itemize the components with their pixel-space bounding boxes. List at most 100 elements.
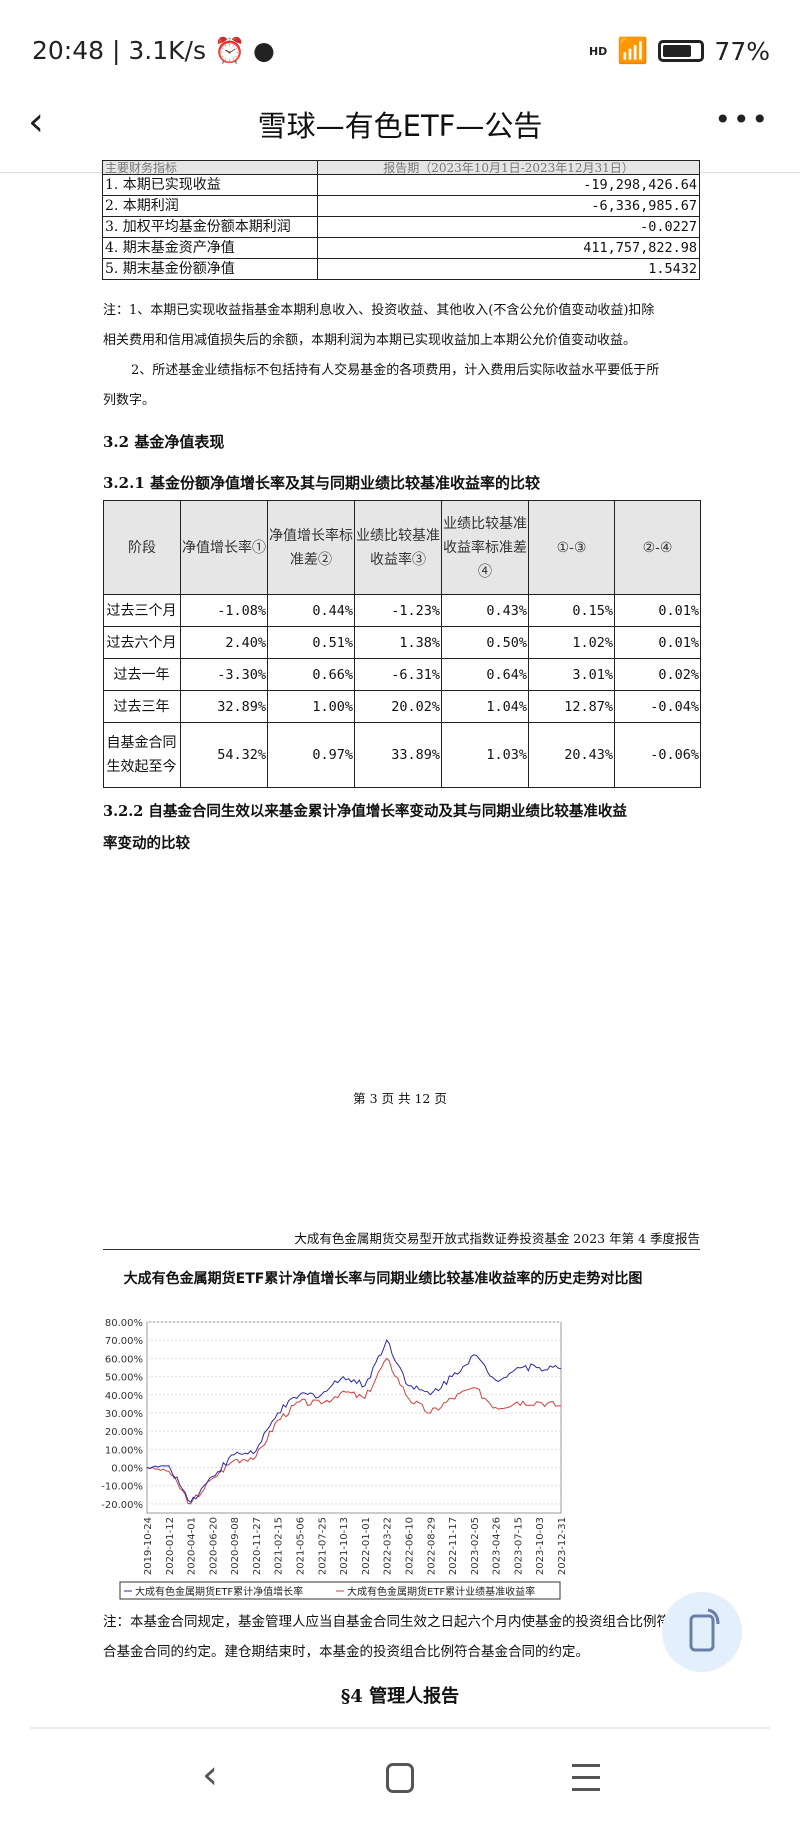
value-cell: -0.06%: [614, 722, 701, 788]
y-tick-label: -20.00%: [101, 1500, 143, 1511]
table-row: 4. 期末基金资产净值 411,757,822.98: [102, 237, 700, 259]
x-tick-label: 2022-06-10: [404, 1517, 415, 1575]
x-tick-label: 2020-04-01: [187, 1517, 198, 1575]
period-cell: 自基金合同生效起至今: [103, 722, 181, 788]
y-tick-label: 60.00%: [105, 1354, 143, 1365]
value-cell: 0.64%: [441, 658, 529, 691]
indicator-label: 1. 本期已实现收益: [102, 174, 318, 196]
indicator-label: 5. 期末基金份额净值: [102, 258, 318, 280]
value-cell: 0.02%: [614, 658, 701, 691]
value-cell: 1.02%: [528, 626, 615, 659]
indicator-value: 411,757,822.98: [317, 237, 700, 259]
column-header: 阶段: [103, 500, 181, 595]
x-tick-label: 2021-10-13: [339, 1517, 350, 1575]
column-header: 主要财务指标: [102, 160, 318, 175]
financial-indicators-table: 主要财务指标 报告期（2023年10月1日-2023年12月31日） 1. 本期已…: [102, 160, 700, 280]
chart-title: 大成有色金属期货ETF累计净值增长率与同期业绩比较基准收益率的历史走势对比图: [123, 1271, 643, 1287]
y-tick-label: 50.00%: [105, 1373, 143, 1384]
x-tick-label: 2021-05-06: [296, 1517, 307, 1575]
divider: [30, 1727, 770, 1729]
document-header: 大成有色金属期货交易型开放式指数证券投资基金 2023 年第 4 季度报告: [103, 1228, 700, 1250]
value-cell: 0.66%: [267, 658, 355, 691]
y-tick-label: -10.00%: [101, 1482, 143, 1493]
period-cell: 过去一年: [103, 658, 181, 691]
battery-percent: 77%: [714, 36, 770, 66]
page-title: 雪球—有色ETF—公告: [257, 109, 543, 143]
value-cell: 0.97%: [267, 722, 355, 788]
rotate-phone-icon: [689, 1608, 720, 1652]
home-icon[interactable]: [386, 1763, 414, 1793]
y-tick-label: 80.00%: [105, 1318, 143, 1329]
indicator-label: 4. 期末基金资产净值: [102, 237, 318, 259]
column-header: 报告期（2023年10月1日-2023年12月31日）: [317, 160, 700, 175]
menu-icon[interactable]: [572, 1764, 600, 1791]
period-cell: 过去三年: [103, 690, 181, 723]
value-cell: 33.89%: [354, 722, 442, 788]
indicator-value: -19,298,426.64: [317, 174, 700, 196]
indicator-value: -6,336,985.67: [317, 195, 700, 217]
value-cell: 1.38%: [354, 626, 442, 659]
period-cell: 过去六个月: [103, 626, 181, 659]
back-icon[interactable]: ‹: [202, 1752, 218, 1798]
x-tick-label: 2023-12-31: [557, 1517, 568, 1575]
table-row: 过去三个月 -1.08% 0.44% -1.23% 0.43% 0.15% 0.01%: [103, 594, 701, 627]
column-header: 净值增长率标准差②: [267, 500, 355, 595]
table-row: 过去三年 32.89% 1.00% 20.02% 1.04% 12.87% -0.04%: [103, 690, 701, 723]
signal-icon: HD: [588, 44, 608, 58]
y-tick-label: 40.00%: [105, 1391, 143, 1402]
value-cell: 0.43%: [441, 594, 529, 627]
more-horizontal-icon[interactable]: •••: [714, 103, 770, 136]
value-cell: -6.31%: [354, 658, 442, 691]
section-heading: §4 管理人报告: [340, 1686, 460, 1707]
alarm-icon: ⏰: [213, 36, 246, 65]
x-tick-label: 2021-02-15: [274, 1517, 285, 1575]
table-row: 过去六个月 2.40% 0.51% 1.38% 0.50% 1.02% 0.01%: [103, 626, 701, 659]
x-tick-label: 2022-08-29: [426, 1517, 437, 1575]
y-tick-label: 20.00%: [105, 1427, 143, 1438]
x-tick-label: 2022-01-01: [361, 1517, 372, 1575]
series-line: [146, 1357, 562, 1505]
x-tick-label: 2023-07-15: [513, 1517, 524, 1575]
series-line: [146, 1339, 562, 1503]
wifi-icon: 📶: [617, 36, 649, 65]
app-notification-icon: ●: [253, 36, 275, 65]
x-tick-label: 2020-09-08: [230, 1517, 241, 1575]
column-header: 净值增长率①: [180, 500, 268, 595]
y-tick-label: 0.00%: [111, 1464, 143, 1475]
column-header: 业绩比较基准收益率③: [354, 500, 442, 595]
column-header: ①-③: [528, 500, 615, 595]
period-cell: 过去三个月: [103, 594, 181, 627]
x-tick-label: 2020-01-12: [165, 1517, 176, 1575]
x-tick-label: 2023-04-26: [492, 1517, 503, 1575]
nav-performance-table: 阶段 净值增长率① 净值增长率标准差② 业绩比较基准收益率③ 业绩比较基准收益率标准差④…: [103, 500, 701, 788]
value-cell: 3.01%: [528, 658, 615, 691]
legend-label: 大成有色金属期货ETF累计净值增长率: [135, 1585, 303, 1598]
value-cell: -0.04%: [614, 690, 701, 723]
value-cell: 0.44%: [267, 594, 355, 627]
value-cell: 54.32%: [180, 722, 268, 788]
indicator-value: -0.0227: [317, 216, 700, 238]
section-heading: 3.2 基金净值表现: [103, 433, 225, 451]
legend-label: 大成有色金属期货ETF累计业绩基准收益率: [347, 1585, 535, 1598]
value-cell: 2.40%: [180, 626, 268, 659]
rotate-screen-button[interactable]: [662, 1592, 742, 1672]
note-2: 注：本基金合同规定，基金管理人应当自基金合同生效之日起六个月内使基金的投资组合比…: [103, 1614, 670, 1660]
value-cell: 1.00%: [267, 690, 355, 723]
x-tick-label: 2021-07-25: [317, 1517, 328, 1575]
x-tick-label: 2022-11-17: [448, 1517, 459, 1575]
page-footer: 第 3 页 共 12 页: [353, 1091, 447, 1106]
indicator-label: 2. 本期利润: [102, 195, 318, 217]
table-row: 5. 期末基金份额净值 1.5432: [102, 258, 700, 280]
value-cell: -3.30%: [180, 658, 268, 691]
note-1: 注：1、本期已实现收益指基金本期利息收入、投资收益、其他收入(不含公允价值变动收…: [103, 303, 660, 408]
y-tick-label: 10.00%: [105, 1445, 143, 1456]
value-cell: -1.23%: [354, 594, 442, 627]
section-heading: 3.2.2 自基金合同生效以来基金累计净值增长率变动及其与同期业绩比较基准收益率…: [103, 803, 627, 852]
section-heading: 3.2.1 基金份额净值增长率及其与同期业绩比较基准收益率的比较: [103, 474, 540, 492]
table-row: 1. 本期已实现收益 -19,298,426.64: [102, 174, 700, 196]
value-cell: 20.02%: [354, 690, 442, 723]
chevron-left-icon[interactable]: ‹: [28, 99, 44, 145]
table-row: 3. 加权平均基金份额本期利润 -0.0227: [102, 216, 700, 238]
table-row: 过去一年 -3.30% 0.66% -6.31% 0.64% 3.01% 0.02%: [103, 658, 701, 691]
value-cell: 32.89%: [180, 690, 268, 723]
